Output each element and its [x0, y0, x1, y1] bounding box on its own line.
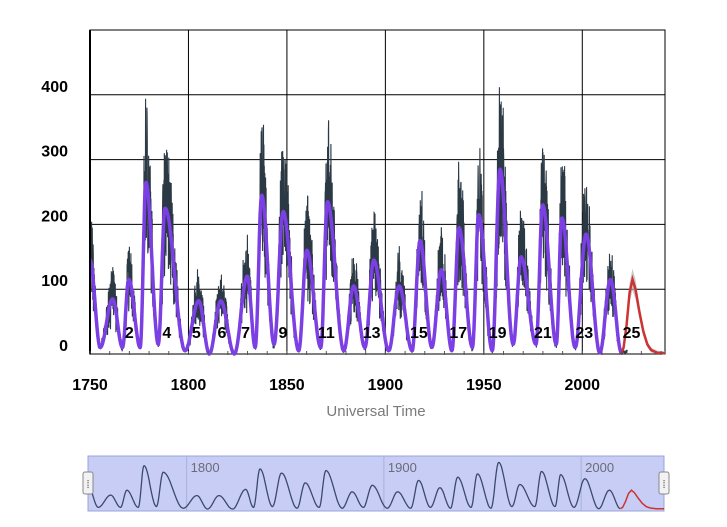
smoothed-line: [88, 167, 623, 356]
prediction-series: [620, 274, 666, 355]
cycle-labels: 2 4 5 6 7 9 11 13 15 17 19 21 23 25: [125, 325, 641, 342]
prediction-band: [621, 268, 665, 354]
navigator-series-line: [87, 461, 621, 510]
x-tick-label: 1900: [368, 377, 404, 394]
cycle-label: 5: [192, 325, 201, 342]
axes: 0 100 200 300 400 1750 1800 1850 1900 1950 2000: [41, 30, 662, 394]
navigator-label: 2000: [585, 460, 614, 475]
cycle-label: 15: [410, 325, 428, 342]
navigator-selection[interactable]: [87, 455, 665, 512]
navigator-right-handle-grip-icon: ⁞: [662, 479, 665, 491]
prediction-line: [620, 274, 666, 355]
y-tick-label: 0: [59, 338, 68, 355]
x-tick-label: 1750: [72, 377, 108, 394]
x-tick-label: 2000: [564, 377, 600, 394]
cycle-label: 4: [162, 325, 171, 342]
cycle-label: 19: [489, 325, 507, 342]
cycle-label: 25: [623, 325, 641, 342]
x-tick-label: 1850: [269, 377, 305, 394]
smoothed-series: [88, 167, 623, 356]
navigator-left-handle[interactable]: ⁞: [82, 471, 94, 495]
prediction-band-area: [621, 268, 665, 354]
cycle-label: 23: [575, 325, 593, 342]
cycle-label: 17: [449, 325, 467, 342]
navigator-label: 1900: [388, 460, 417, 475]
navigator-left-handle-grip-icon: ⁞: [86, 479, 89, 491]
y-tick-label: 200: [41, 208, 68, 225]
navigator[interactable]: 1800 1900 2000 ⁞ ⁞: [82, 455, 670, 512]
navigator-right-handle[interactable]: ⁞: [658, 471, 670, 495]
y-tick-label: 300: [41, 144, 68, 161]
navigator-label: 1800: [191, 460, 220, 475]
y-tick-label: 100: [41, 273, 68, 290]
x-axis-title: Universal Time: [326, 403, 425, 420]
cycle-label: 11: [318, 325, 335, 342]
cycle-label: 2: [125, 325, 134, 342]
cycle-label: 6: [217, 325, 226, 342]
cycle-label: 9: [279, 325, 288, 342]
cycle-label: 21: [534, 325, 552, 342]
navigator-left-handle-body[interactable]: [82, 471, 94, 495]
cycle-label: 13: [363, 325, 381, 342]
navigator-prediction-line: [620, 489, 665, 510]
x-tick-label: 1950: [466, 377, 502, 394]
cycle-label: 7: [241, 325, 250, 342]
x-tick-label: 1800: [171, 377, 207, 394]
navigator-right-handle-body[interactable]: [658, 471, 670, 495]
y-tick-label: 400: [41, 79, 68, 96]
